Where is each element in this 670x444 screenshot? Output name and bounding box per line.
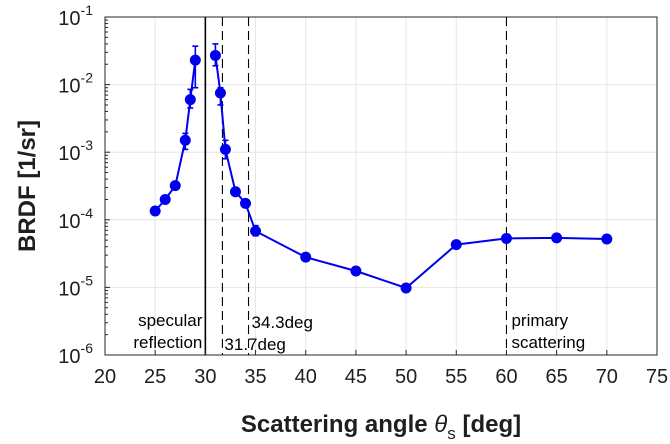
- y-tick-label: 10-6: [58, 340, 93, 368]
- x-tick-label: 25: [144, 366, 166, 388]
- y-tick-label: 10-2: [58, 70, 93, 98]
- data-point: [350, 265, 362, 277]
- x-tick-label: 60: [495, 366, 517, 388]
- x-tick-label: 20: [94, 366, 116, 388]
- plot-frame: [104, 16, 658, 356]
- data-point: [551, 232, 563, 244]
- y-tick-label: 10-5: [58, 272, 93, 300]
- x-axis-label: Scattering angle θs [deg]: [241, 411, 521, 443]
- data-point: [214, 87, 226, 99]
- data-point: [250, 225, 262, 237]
- y-axis-ticks: 10-6 10-5 10-4 10-3 10-2 10-1: [58, 2, 110, 368]
- data-point: [601, 233, 613, 245]
- annotations: specular reflection 31.7deg 34.3deg primary s…: [133, 311, 585, 354]
- x-tick-label: 55: [445, 366, 467, 388]
- y-axis-label: BRDF [1/sr]: [14, 120, 41, 252]
- data-point: [450, 239, 462, 251]
- plot-background: [105, 17, 657, 355]
- data-point: [169, 180, 181, 192]
- annotation-text: 31.7deg: [224, 335, 285, 354]
- annotation-text: specular: [138, 311, 203, 330]
- x-tick-label: 50: [395, 366, 417, 388]
- reference-lines: [204, 17, 508, 355]
- x-tick-label: 45: [345, 366, 367, 388]
- y-tick-label: 10-3: [58, 137, 93, 165]
- data-point: [500, 232, 512, 244]
- annotation-text: scattering: [511, 333, 585, 352]
- data-point: [229, 186, 241, 198]
- data-point: [300, 251, 312, 263]
- data-point: [219, 143, 231, 155]
- x-tick-label: 35: [244, 366, 266, 388]
- data-point: [240, 197, 252, 209]
- y-tick-label: 10-4: [58, 205, 93, 233]
- x-tick-label: 40: [295, 366, 317, 388]
- data-point: [189, 54, 201, 66]
- x-tick-label: 75: [646, 366, 668, 388]
- annotation-text: primary: [511, 311, 568, 330]
- data-point: [400, 282, 412, 294]
- data-series: [149, 43, 613, 294]
- data-point: [159, 193, 171, 205]
- data-point: [209, 49, 221, 61]
- x-tick-label: 65: [546, 366, 568, 388]
- data-point: [149, 205, 161, 217]
- x-axis-ticks: 20 25 30 35 40 45 50 55 60 65 70 75: [94, 350, 668, 388]
- annotation-text: reflection: [133, 333, 202, 352]
- data-point: [179, 134, 191, 146]
- annotation-text: 34.3deg: [252, 313, 313, 332]
- data-point: [184, 94, 196, 106]
- y-tick-label: 10-1: [58, 2, 93, 30]
- x-tick-label: 30: [194, 366, 216, 388]
- x-tick-label: 70: [596, 366, 618, 388]
